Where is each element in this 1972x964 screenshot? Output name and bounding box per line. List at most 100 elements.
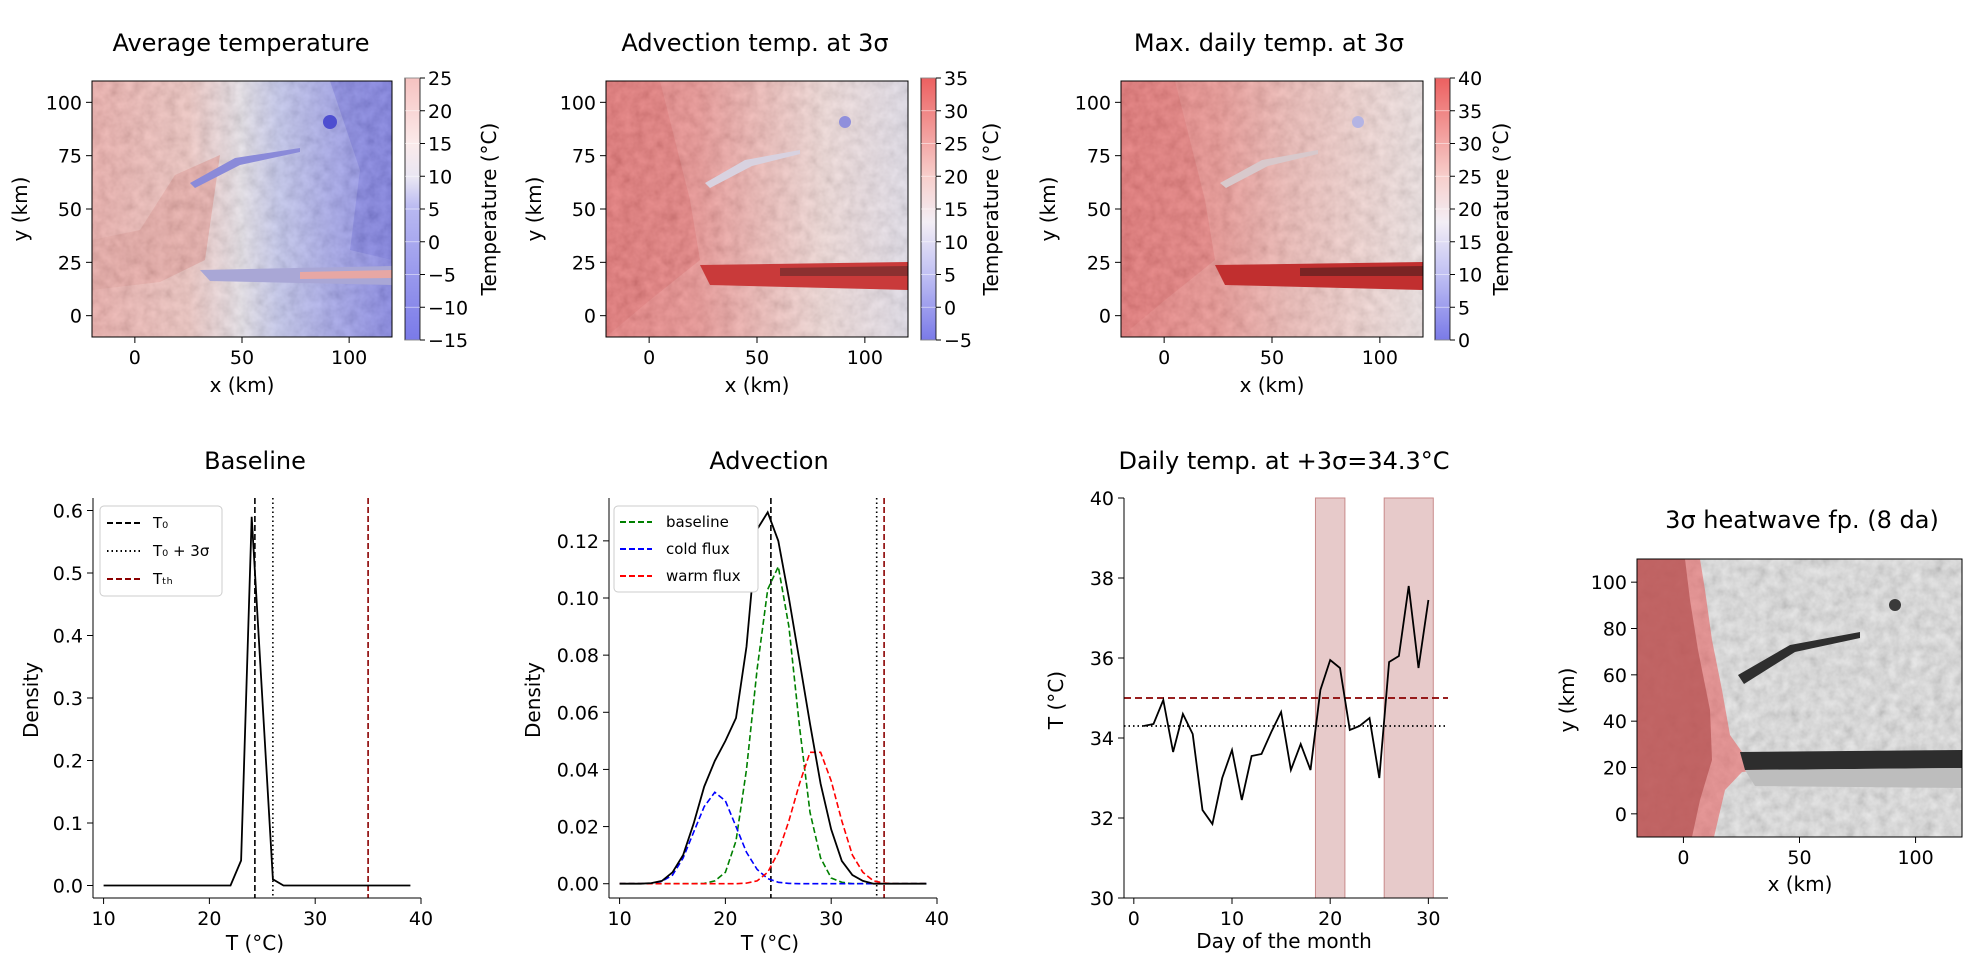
- advection-legend-baseline: baseline: [666, 513, 729, 531]
- baseline-ytick-label: 0.2: [53, 751, 83, 773]
- advection-xlabel: T (°C): [740, 931, 799, 955]
- map4-xtick-label: 50: [1787, 847, 1811, 869]
- advection-ytick-label: 0.10: [557, 588, 599, 610]
- map3-ytick-label: 75: [1087, 146, 1111, 168]
- map1-colorbar-tick-label: 15: [428, 134, 452, 156]
- map1-xtick-label: 50: [230, 347, 254, 369]
- map1-colorbar-tick-label: 10: [428, 166, 452, 188]
- baseline-density-line: [103, 516, 411, 887]
- baseline-ytick-label: 0.5: [53, 563, 83, 585]
- baseline-ytick-label: 0.3: [53, 688, 83, 710]
- map1-ylabel: y (km): [8, 177, 32, 242]
- map2-colorbar-tick-label: 30: [944, 101, 968, 123]
- map4-ytick-label: 20: [1603, 758, 1627, 780]
- map3-x-axis: 0 50 100: [1158, 337, 1398, 369]
- map1-ytick-label: 75: [58, 146, 82, 168]
- map3-ytick-label: 0: [1099, 306, 1111, 328]
- map2-ylabel: y (km): [522, 177, 546, 242]
- map4-xtick-label: 100: [1897, 847, 1933, 869]
- daily-chart: Daily temp. at +3σ=34.3°C 0 10 20 30 30 32 34…: [1044, 447, 1450, 953]
- map2-xlabel: x (km): [725, 373, 790, 397]
- daily-ytick-label: 30: [1090, 888, 1114, 910]
- advection-line-baseline: [619, 563, 927, 885]
- baseline-xtick-label: 40: [409, 908, 433, 930]
- map4-xlabel: x (km): [1768, 872, 1833, 896]
- advection-xtick-label: 10: [607, 908, 631, 930]
- map4-y-axis: 0 20 40 60 80 100: [1591, 572, 1637, 826]
- map3-colorbar-tick-label: 10: [1458, 265, 1482, 287]
- map3-plot-area: [1120, 80, 1424, 338]
- advection-line-cold-flux: [619, 791, 927, 885]
- map2-ytick-label: 0: [584, 306, 596, 328]
- map3-xtick-label: 50: [1260, 347, 1284, 369]
- daily-x-axis: 0 10 20 30: [1124, 897, 1448, 930]
- daily-xtick-label: 20: [1318, 908, 1342, 930]
- map1-xtick-label: 0: [129, 347, 141, 369]
- daily-ytick-label: 38: [1090, 568, 1114, 590]
- map4-xtick-label: 0: [1677, 847, 1689, 869]
- daily-ytick-label: 40: [1090, 488, 1114, 510]
- map3-colorbar-tick-label: 35: [1458, 101, 1482, 123]
- map3-colorbar-tick-label: 40: [1458, 68, 1482, 90]
- map3-colorbar: 0 5 10 15 20 25 30 35 40: [1434, 68, 1482, 352]
- map2-plot-area: [605, 80, 909, 338]
- advection-ytick-label: 0.08: [557, 645, 599, 667]
- baseline-legend-t0: T₀: [152, 514, 168, 532]
- map2-colorbar-tick-label: 15: [944, 199, 968, 221]
- daily-plot-area: [1124, 585, 1448, 827]
- daily-xlabel: Day of the month: [1196, 929, 1372, 953]
- map2-xtick-label: 100: [847, 347, 883, 369]
- map4-chart: 3σ heatwave fp. (8 da) 0 50 100 0 20 40 60 80 1…: [1555, 506, 1963, 896]
- map3-colorbar-tick-label: 25: [1458, 166, 1482, 188]
- map3-colorbar-tick-label: 30: [1458, 134, 1482, 156]
- baseline-ytick-label: 0.6: [53, 501, 83, 523]
- map2-colorbar-tick-label: 10: [944, 232, 968, 254]
- baseline-ylabel: Density: [19, 662, 43, 738]
- advection-ytick-label: 0.04: [557, 759, 599, 781]
- map3-chart: Max. daily temp. at 3σ 0 50 100 0255075100…: [1036, 29, 1513, 397]
- map3-ytick-label: 50: [1087, 199, 1111, 221]
- map2-colorbar-tick-label: 25: [944, 134, 968, 156]
- baseline-ytick-label: 0.0: [53, 876, 83, 898]
- advection-xtick-label: 20: [713, 908, 737, 930]
- daily-xtick-label: 0: [1128, 908, 1140, 930]
- advection-legend-cold-flux: cold flux: [666, 540, 730, 558]
- map1-ytick-label: 100: [46, 92, 82, 114]
- map3-y-axis: 0 25 50 75 100: [1075, 92, 1121, 328]
- map3-colorbar-tick-label: 20: [1458, 199, 1482, 221]
- advection-legend: baseline cold flux warm flux: [613, 505, 759, 593]
- map3-title: Max. daily temp. at 3σ: [1134, 29, 1404, 57]
- map1-x-axis: 0 50 100: [129, 337, 367, 369]
- map2-xtick-label: 0: [643, 347, 655, 369]
- map3-ytick-label: 25: [1087, 252, 1111, 274]
- baseline-x-axis: 10 20 30 40: [91, 897, 433, 930]
- map2-y-axis: 0 25 50 75 100: [560, 92, 606, 328]
- baseline-xtick-label: 10: [91, 908, 115, 930]
- map4-ytick-label: 60: [1603, 665, 1627, 687]
- daily-temperature-line: [1143, 585, 1430, 827]
- map2-ytick-label: 25: [572, 252, 596, 274]
- map1-colorbar-tick-label: 25: [428, 68, 452, 90]
- advection-line-total: [619, 510, 927, 885]
- map2-colorbar: −5 0 5 10 15 20 25 30 35: [920, 68, 972, 352]
- advection-ytick-label: 0.12: [557, 531, 599, 553]
- map1-colorbar-tick-label: 5: [428, 199, 440, 221]
- baseline-chart: Baseline 10 20 30 40 0.00.10.20.30.40.50.6 …: [19, 447, 433, 955]
- map2-title: Advection temp. at 3σ: [621, 29, 888, 57]
- map2-ytick-label: 75: [572, 146, 596, 168]
- map2-ytick-label: 100: [560, 92, 596, 114]
- advection-xtick-label: 40: [925, 908, 949, 930]
- advection-title: Advection: [709, 447, 828, 475]
- map1-colorbar-tick-label: −10: [428, 297, 468, 319]
- map4-ylabel: y (km): [1555, 668, 1579, 733]
- map2-xtick-label: 50: [745, 347, 769, 369]
- daily-ytick-label: 34: [1090, 728, 1114, 750]
- daily-xtick-label: 10: [1220, 908, 1244, 930]
- map1-xtick-label: 100: [331, 347, 367, 369]
- map4-ytick-label: 100: [1591, 572, 1627, 594]
- map4-x-axis: 0 50 100: [1677, 837, 1934, 869]
- daily-ylabel: T (°C): [1044, 671, 1068, 730]
- map4-plot-area: [1636, 558, 1963, 838]
